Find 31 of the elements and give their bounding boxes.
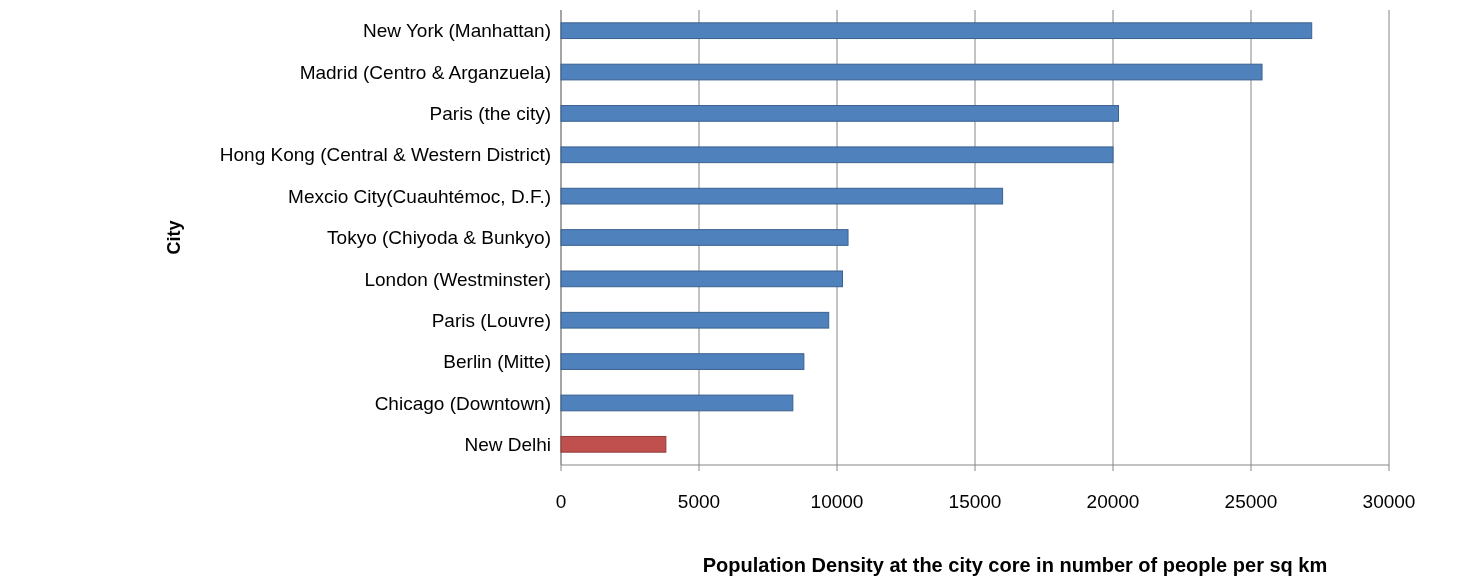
y-tick-label: Madrid (Centro & Arganzuela) [299, 61, 551, 83]
x-tick-label: 5000 [677, 491, 721, 512]
bar [560, 394, 794, 412]
bar [560, 105, 1120, 122]
x-tick-label: 10000 [810, 491, 864, 512]
bar [560, 187, 1004, 205]
x-axis-title: Population Density at the city core in number of people per sq km [702, 554, 1328, 576]
y-tick-label: Berlin (Mitte) [443, 351, 551, 373]
bar [560, 146, 1114, 164]
y-tick-label: New York (Manhattan) [363, 20, 551, 42]
y-tick-label: Paris (Louvre) [431, 309, 551, 331]
x-tick-label: 20000 [1086, 491, 1140, 512]
x-tick-label: 25000 [1224, 491, 1278, 512]
bar [560, 435, 667, 453]
x-tick-label: 15000 [948, 491, 1002, 512]
x-tick-label: 30000 [1362, 491, 1416, 512]
x-tick-label: 0 [555, 491, 567, 512]
bar [560, 311, 830, 329]
bar [560, 353, 805, 370]
bar [560, 270, 844, 288]
bar [560, 22, 1313, 40]
y-tick-label: New Delhi [464, 433, 551, 455]
bar [560, 63, 1263, 81]
y-tick-label: London (Westminster) [364, 268, 551, 290]
y-tick-label: Chicago (Downtown) [374, 392, 551, 414]
y-tick-label: Tokyo (Chiyoda & Bunkyo) [327, 227, 551, 249]
y-tick-label: Hong Kong (Central & Western District) [219, 144, 551, 166]
y-tick-label: Mexcio City(Cuauhtémoc, D.F.) [288, 185, 551, 207]
y-axis-title: City [164, 220, 184, 255]
y-tick-label: Paris (the city) [429, 103, 551, 125]
bar [560, 229, 849, 246]
